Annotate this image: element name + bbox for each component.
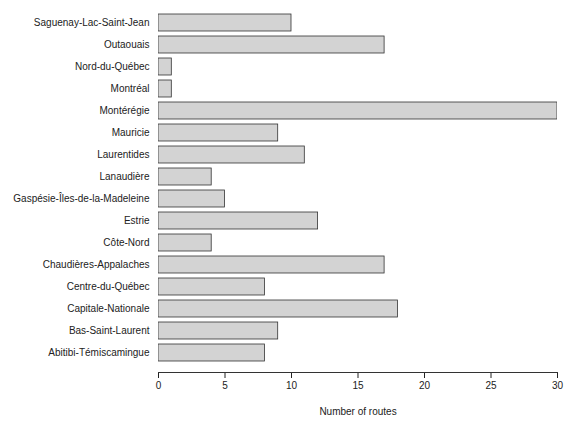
svg-text:Mauricie: Mauricie: [112, 127, 150, 138]
svg-text:Côte-Nord: Côte-Nord: [103, 237, 149, 248]
svg-text:Lanaudière: Lanaudière: [99, 171, 149, 182]
svg-text:Number of routes: Number of routes: [319, 406, 396, 417]
svg-text:Outaouais: Outaouais: [104, 39, 150, 50]
svg-text:Bas-Saint-Laurent: Bas-Saint-Laurent: [69, 325, 150, 336]
svg-text:Montréal: Montréal: [111, 83, 150, 94]
svg-text:Montérégie: Montérégie: [99, 105, 149, 116]
svg-text:Laurentides: Laurentides: [97, 149, 149, 160]
svg-text:25: 25: [485, 380, 497, 391]
svg-text:Capitale-Nationale: Capitale-Nationale: [67, 303, 150, 314]
svg-text:20: 20: [419, 380, 431, 391]
svg-text:30: 30: [552, 380, 564, 391]
svg-text:10: 10: [286, 380, 298, 391]
svg-text:Gaspésie-Îles-de-la-Madeleine: Gaspésie-Îles-de-la-Madeleine: [13, 192, 150, 204]
svg-text:5: 5: [222, 380, 228, 391]
svg-text:Saguenay-Lac-Saint-Jean: Saguenay-Lac-Saint-Jean: [34, 17, 150, 28]
svg-text:Abitibi-Témiscamingue: Abitibi-Témiscamingue: [48, 347, 150, 358]
svg-text:0: 0: [156, 380, 162, 391]
svg-text:Chaudières-Appalaches: Chaudières-Appalaches: [43, 259, 150, 270]
svg-text:15: 15: [352, 380, 364, 391]
svg-text:Centre-du-Québec: Centre-du-Québec: [67, 281, 150, 292]
svg-text:Nord-du-Québec: Nord-du-Québec: [75, 61, 149, 72]
svg-text:Estrie: Estrie: [124, 215, 150, 226]
